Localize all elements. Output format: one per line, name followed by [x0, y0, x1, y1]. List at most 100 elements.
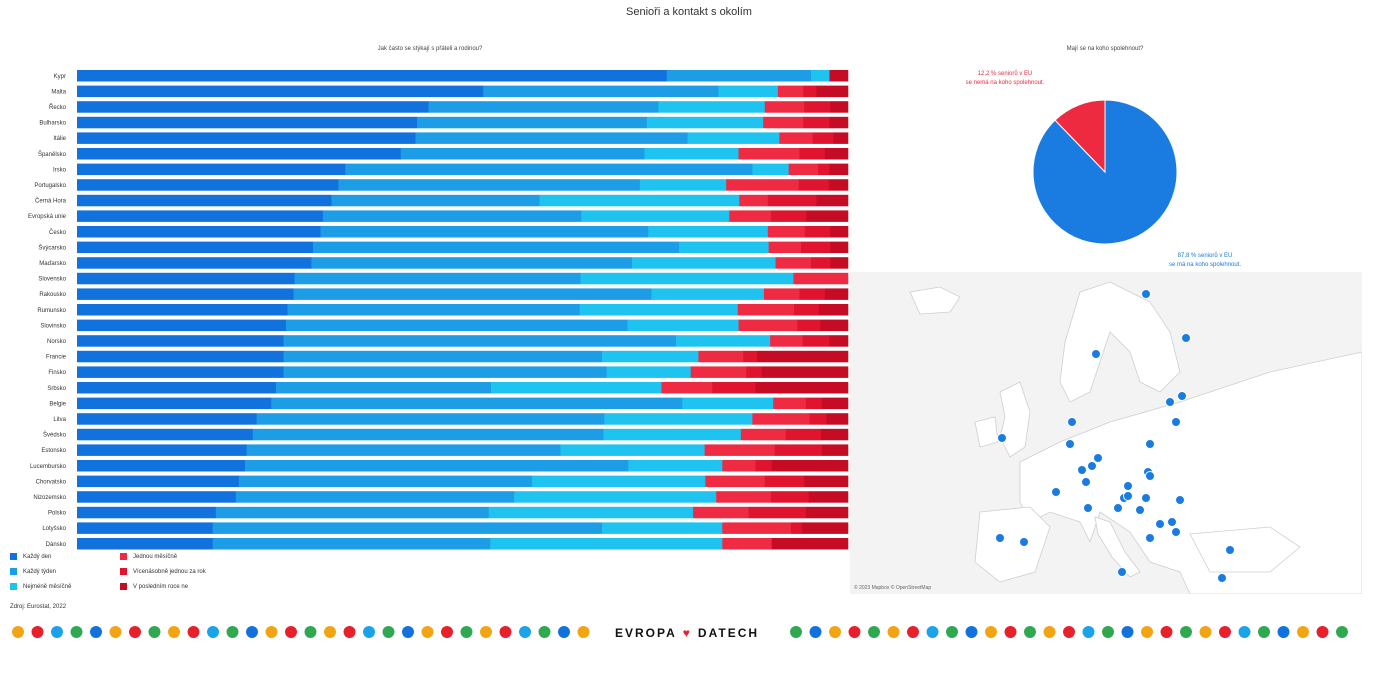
- bar-segment[interactable]: [604, 413, 753, 425]
- bar-segment[interactable]: [666, 70, 812, 82]
- bar-segment[interactable]: [790, 522, 803, 534]
- bar-segment[interactable]: [77, 382, 277, 394]
- bar-segment[interactable]: [415, 132, 688, 144]
- map-country-marker[interactable]: [1091, 349, 1101, 359]
- bar-segment[interactable]: [830, 226, 849, 238]
- bar-segment[interactable]: [770, 210, 807, 222]
- bar-segment[interactable]: [829, 116, 849, 129]
- bar-segment[interactable]: [738, 319, 798, 332]
- bar-segment[interactable]: [770, 491, 809, 503]
- bar-segment[interactable]: [679, 241, 769, 254]
- bar-segment[interactable]: [698, 350, 744, 363]
- bar-segment[interactable]: [77, 522, 213, 534]
- bar-segment[interactable]: [77, 413, 257, 425]
- bar-segment[interactable]: [797, 319, 821, 332]
- bar-segment[interactable]: [729, 210, 772, 222]
- bar-segment[interactable]: [77, 163, 346, 176]
- map-country-marker[interactable]: [1171, 527, 1181, 537]
- bar-segment[interactable]: [816, 85, 849, 98]
- bar-segment[interactable]: [77, 397, 272, 410]
- bar-segment[interactable]: [833, 132, 849, 144]
- bar-segment[interactable]: [800, 241, 831, 254]
- map-country-marker[interactable]: [1113, 503, 1123, 513]
- bar-segment[interactable]: [293, 288, 652, 300]
- bar-segment[interactable]: [338, 179, 641, 191]
- bar-segment[interactable]: [803, 85, 817, 98]
- bar-segment[interactable]: [705, 475, 766, 488]
- bar-segment[interactable]: [602, 350, 699, 363]
- bar-segment[interactable]: [682, 397, 774, 410]
- bar-segment[interactable]: [794, 304, 820, 316]
- map-country-marker[interactable]: [1117, 567, 1127, 577]
- bar-segment[interactable]: [539, 194, 740, 207]
- bar-segment[interactable]: [752, 163, 789, 176]
- bar-segment[interactable]: [824, 288, 849, 300]
- bar-segment[interactable]: [294, 272, 581, 285]
- bar-segment[interactable]: [804, 226, 831, 238]
- bar-segment[interactable]: [830, 101, 849, 113]
- bar-segment[interactable]: [804, 101, 831, 113]
- bar-segment[interactable]: [779, 132, 813, 144]
- bar-segment[interactable]: [77, 116, 418, 129]
- bar-segment[interactable]: [77, 335, 284, 347]
- bar-segment[interactable]: [693, 506, 749, 519]
- map-country-marker[interactable]: [997, 433, 1007, 443]
- bar-segment[interactable]: [676, 335, 771, 347]
- bar-segment[interactable]: [77, 148, 402, 160]
- bar-segment[interactable]: [726, 179, 799, 191]
- bar-segment[interactable]: [77, 226, 321, 238]
- map-country-marker[interactable]: [1019, 537, 1029, 547]
- bar-segment[interactable]: [704, 444, 776, 456]
- bar-segment[interactable]: [816, 194, 849, 207]
- bar-segment[interactable]: [746, 366, 762, 378]
- bar-segment[interactable]: [722, 538, 772, 550]
- bar-segment[interactable]: [283, 350, 603, 363]
- map-country-marker[interactable]: [1093, 453, 1103, 463]
- bar-segment[interactable]: [821, 428, 849, 441]
- bar-segment[interactable]: [687, 132, 780, 144]
- bar-segment[interactable]: [483, 85, 719, 98]
- bar-segment[interactable]: [245, 460, 629, 472]
- bar-segment[interactable]: [602, 522, 723, 534]
- bar-segment[interactable]: [77, 288, 294, 300]
- map-country-marker[interactable]: [1145, 533, 1155, 543]
- bar-segment[interactable]: [77, 444, 247, 456]
- bar-segment[interactable]: [77, 101, 429, 113]
- bar-segment[interactable]: [770, 335, 803, 347]
- bar-segment[interactable]: [777, 85, 804, 98]
- bar-segment[interactable]: [212, 522, 603, 534]
- bar-segment[interactable]: [738, 148, 800, 160]
- bar-segment[interactable]: [271, 397, 683, 410]
- map-country-marker[interactable]: [995, 533, 1005, 543]
- bar-segment[interactable]: [788, 163, 819, 176]
- bar-segment[interactable]: [312, 241, 680, 254]
- map-country-marker[interactable]: [1065, 439, 1075, 449]
- bar-segment[interactable]: [764, 101, 805, 113]
- bar-segment[interactable]: [285, 319, 628, 332]
- bar-segment[interactable]: [77, 428, 254, 441]
- bar-segment[interactable]: [628, 460, 723, 472]
- bar-segment[interactable]: [661, 382, 713, 394]
- bar-segment[interactable]: [644, 148, 739, 160]
- bar-segment[interactable]: [77, 538, 213, 550]
- bar-segment[interactable]: [752, 413, 810, 425]
- bar-segment[interactable]: [718, 85, 779, 98]
- bar-segment[interactable]: [215, 506, 490, 519]
- bar-segment[interactable]: [803, 116, 830, 129]
- map-country-marker[interactable]: [1067, 417, 1077, 427]
- bar-segment[interactable]: [767, 226, 806, 238]
- bar-segment[interactable]: [238, 475, 533, 488]
- bar-segment[interactable]: [77, 70, 668, 82]
- bar-segment[interactable]: [77, 475, 240, 488]
- bar-segment[interactable]: [77, 132, 416, 144]
- bar-segment[interactable]: [322, 210, 582, 222]
- bar-segment[interactable]: [821, 397, 849, 410]
- bar-segment[interactable]: [805, 506, 849, 519]
- map-country-marker[interactable]: [1077, 465, 1087, 475]
- bar-segment[interactable]: [514, 491, 717, 503]
- bar-segment[interactable]: [722, 460, 756, 472]
- bar-segment[interactable]: [775, 257, 812, 269]
- bar-segment[interactable]: [246, 444, 561, 456]
- bar-segment[interactable]: [830, 241, 849, 254]
- bar-segment[interactable]: [755, 460, 772, 472]
